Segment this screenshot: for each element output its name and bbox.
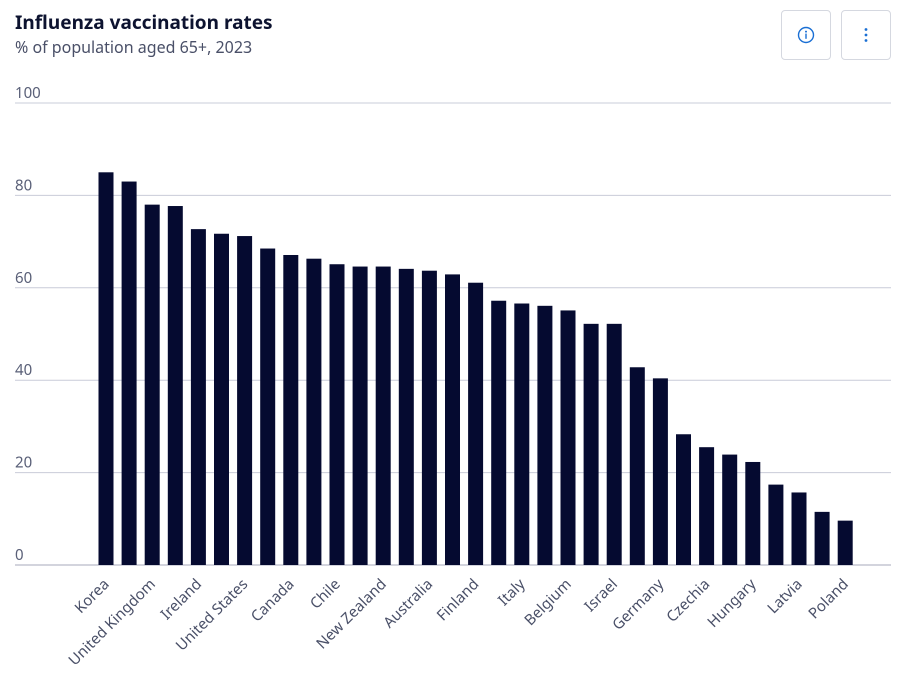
bar-15 (421, 270, 437, 565)
bar-7 (237, 236, 253, 565)
bar-25 (652, 378, 668, 565)
info-button[interactable] (781, 10, 831, 60)
bar-1 (98, 172, 114, 566)
bar-20 (537, 305, 553, 565)
bar-21 (560, 310, 576, 565)
x-category-label: Israel (580, 574, 622, 616)
bar-23 (606, 323, 622, 565)
bar-26 (676, 434, 691, 565)
bar-5 (190, 229, 206, 565)
bar-24 (629, 367, 645, 565)
bar-30 (768, 484, 784, 565)
bar-3 (144, 204, 160, 565)
x-category-label: Latvia (763, 574, 807, 618)
chart-title: Influenza vaccination rates (15, 9, 273, 35)
bar-8 (260, 248, 276, 565)
x-category-label: Canada (247, 574, 299, 626)
x-category-label: Australia (379, 574, 437, 632)
bar-9 (283, 254, 299, 566)
info-icon (797, 26, 815, 44)
x-category-label: Belgium (520, 574, 575, 629)
bar-29 (745, 461, 761, 565)
y-tick-label: 60 (15, 268, 32, 288)
y-tick-label: 20 (15, 453, 32, 473)
bar-13 (375, 266, 391, 565)
bar-32 (814, 511, 830, 565)
bar-28 (722, 454, 738, 565)
bar-33 (837, 520, 853, 565)
more-options-button[interactable] (841, 10, 891, 60)
bar-17 (468, 282, 484, 565)
x-category-label: Italy (494, 574, 530, 610)
bar-10 (306, 258, 322, 565)
bar-18 (491, 300, 507, 565)
bar-6 (214, 233, 229, 565)
x-category-label: Germany (608, 574, 668, 634)
x-category-label: Korea (70, 574, 113, 617)
bar-31 (791, 492, 807, 565)
x-category-label: Hungary (703, 574, 761, 632)
more-vertical-icon (864, 28, 868, 42)
x-category-label: Poland (804, 574, 853, 623)
bar-27 (699, 447, 715, 565)
bar-11 (329, 264, 345, 565)
y-tick-label: 0 (15, 545, 24, 565)
bar-22 (583, 323, 599, 565)
y-tick-label: 40 (15, 360, 32, 380)
bar-16 (445, 274, 460, 565)
bar-4 (167, 206, 183, 565)
y-tick-label: 80 (15, 175, 32, 195)
bar-2 (121, 181, 137, 566)
bar-14 (398, 268, 414, 565)
x-category-label: Chile (306, 574, 345, 613)
bar-19 (514, 303, 530, 565)
x-category-label: Finland (432, 574, 483, 625)
y-tick-label: 100 (15, 83, 41, 103)
chart-subtitle: % of population aged 65+, 2023 (15, 36, 253, 58)
bar-12 (352, 266, 368, 565)
